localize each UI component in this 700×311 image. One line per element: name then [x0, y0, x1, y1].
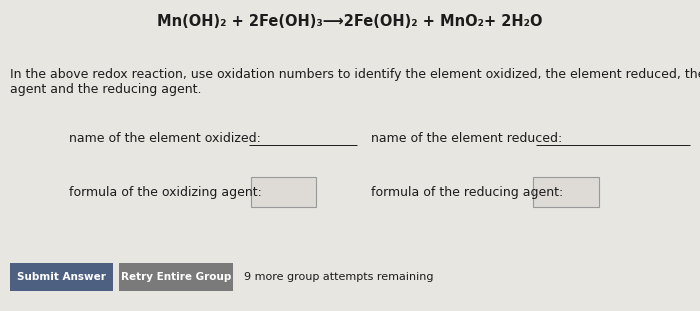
Text: Mn(OH)₂ + 2Fe(OH)₃⟶2Fe(OH)₂ + MnO₂+ 2H₂O: Mn(OH)₂ + 2Fe(OH)₃⟶2Fe(OH)₂ + MnO₂+ 2H₂O: [158, 14, 542, 29]
Text: 9 more group attempts remaining: 9 more group attempts remaining: [244, 272, 433, 282]
Text: formula of the reducing agent:: formula of the reducing agent:: [371, 186, 564, 199]
Bar: [251, 177, 316, 207]
Bar: [533, 177, 598, 207]
Text: formula of the oxidizing agent:: formula of the oxidizing agent:: [69, 186, 262, 199]
Text: name of the element oxidized:: name of the element oxidized:: [69, 132, 260, 145]
Text: name of the element reduced:: name of the element reduced:: [371, 132, 562, 145]
Bar: [10, 263, 113, 291]
Bar: [119, 263, 233, 291]
Text: In the above redox reaction, use oxidation numbers to identify the element oxidi: In the above redox reaction, use oxidati…: [10, 68, 700, 96]
Text: Submit Answer: Submit Answer: [18, 272, 106, 282]
Text: Retry Entire Group: Retry Entire Group: [121, 272, 231, 282]
